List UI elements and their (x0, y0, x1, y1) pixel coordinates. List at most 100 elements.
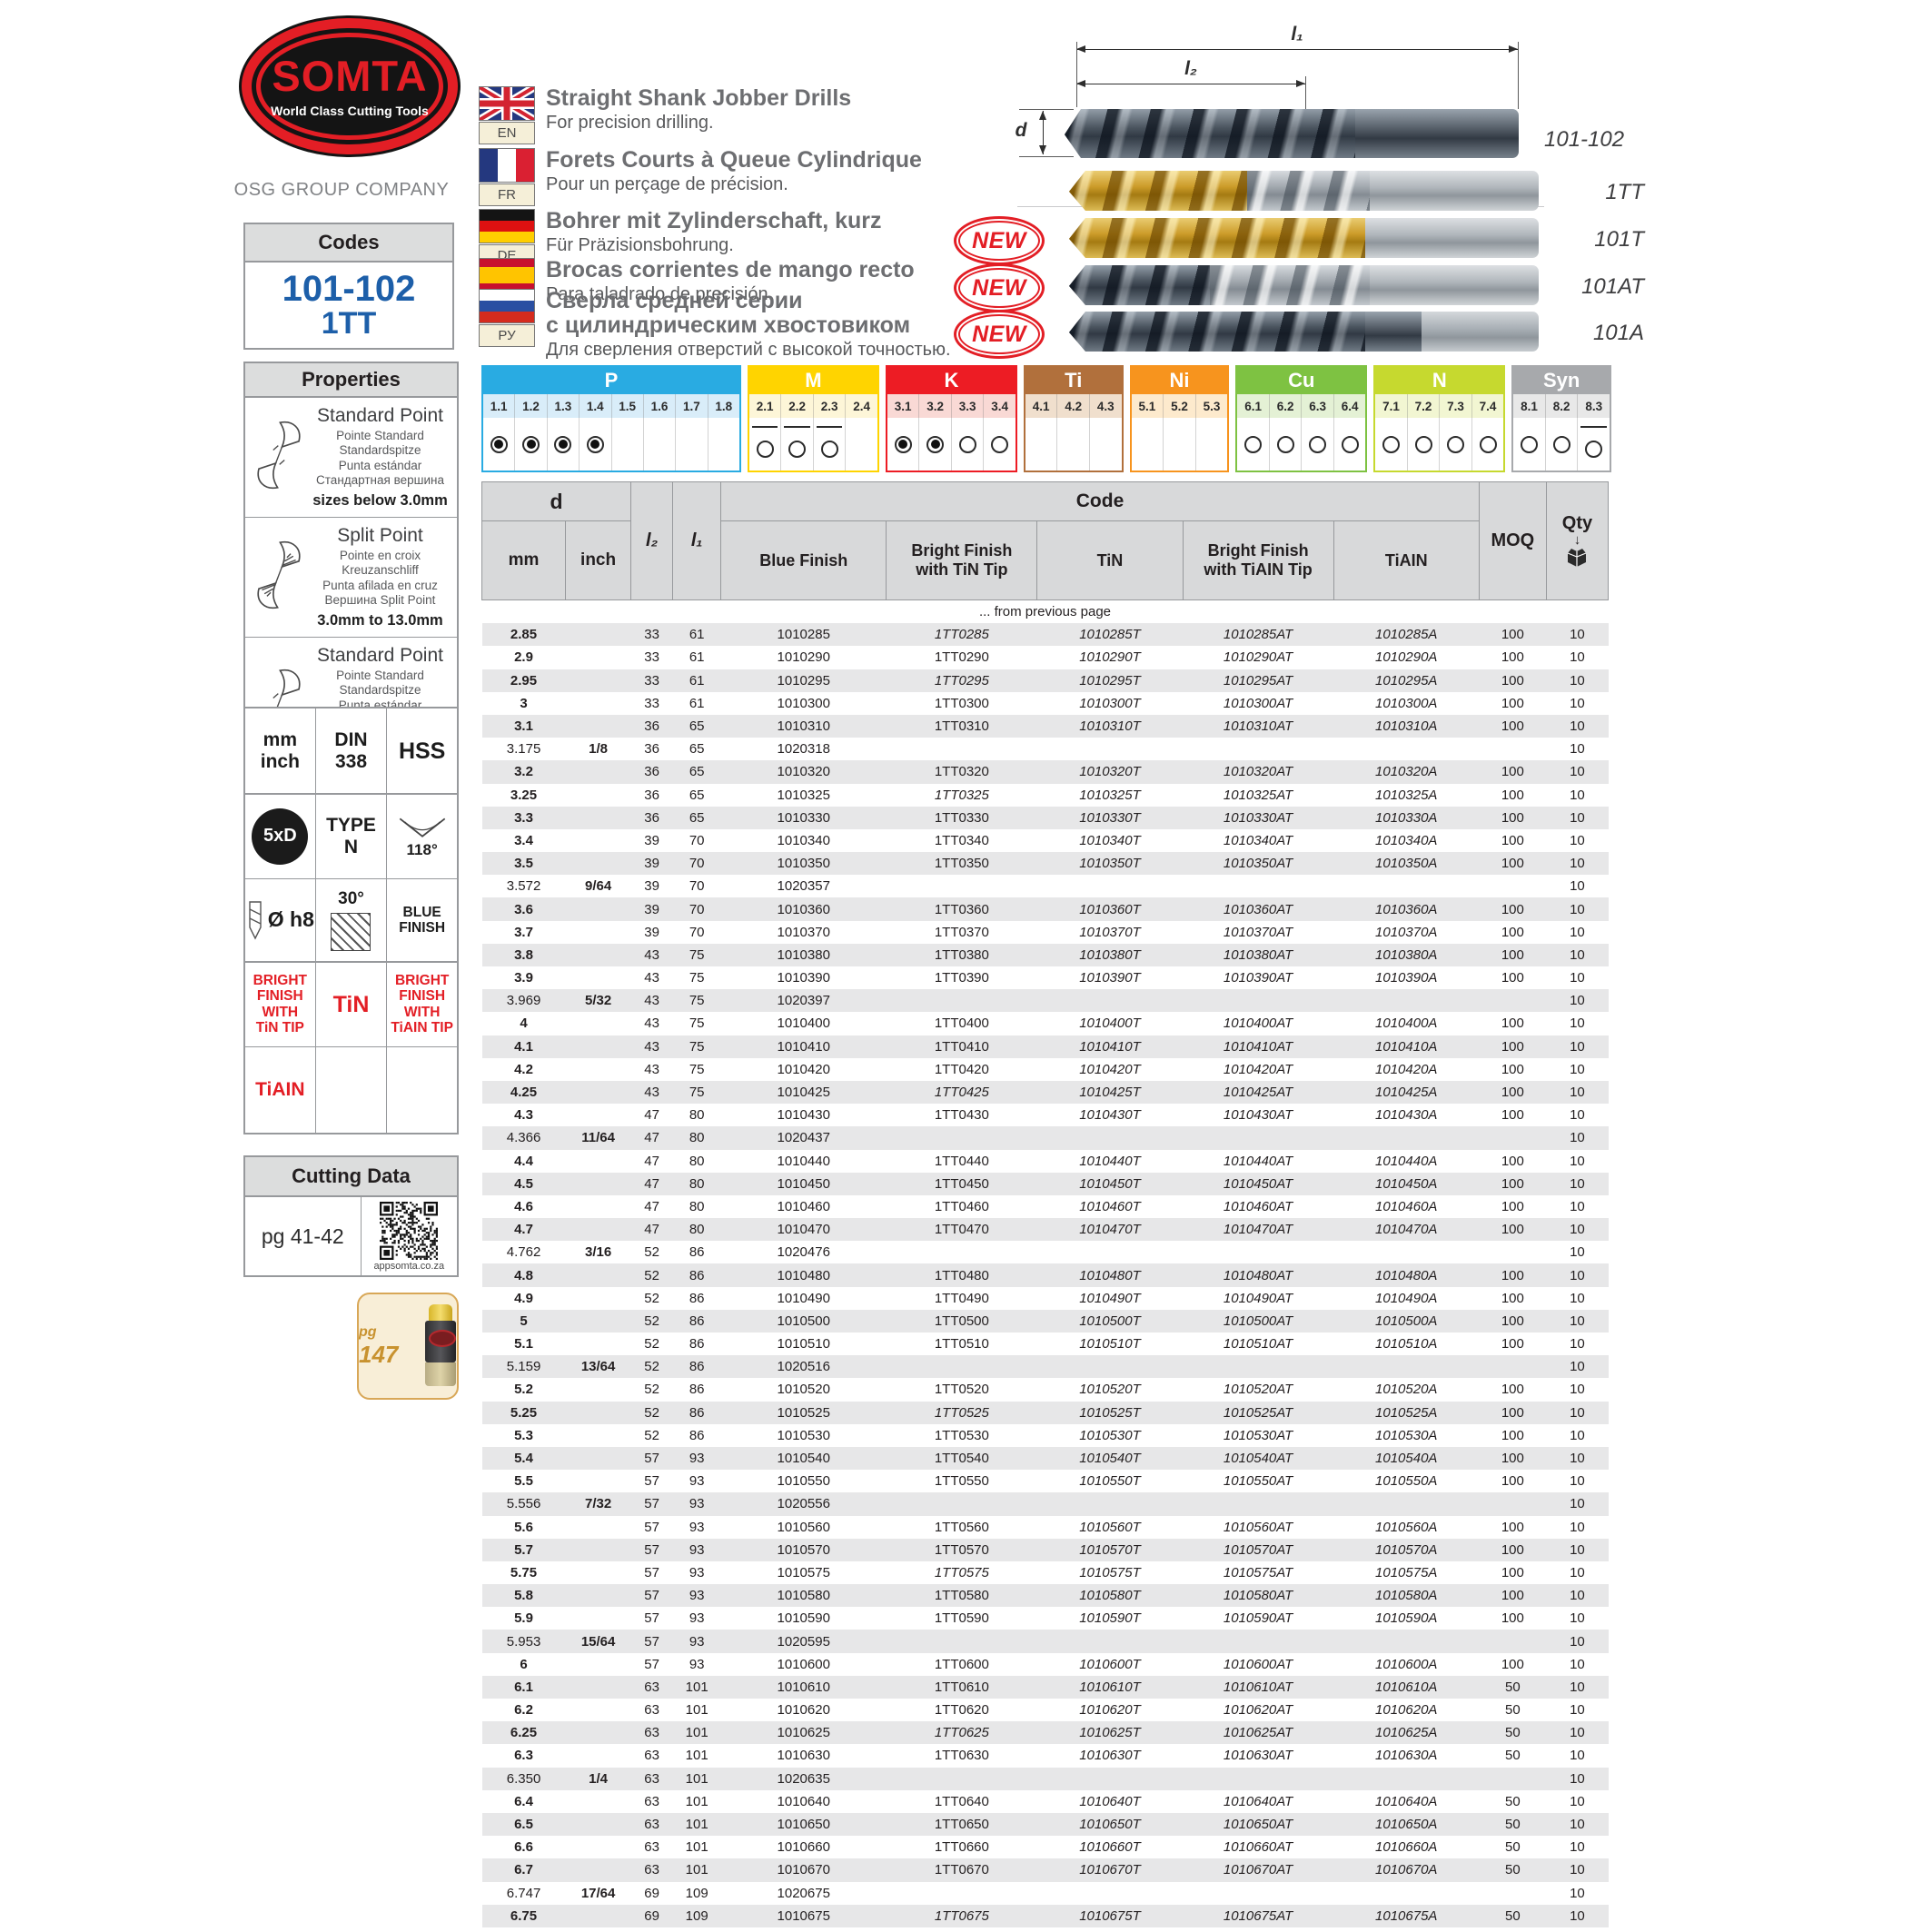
cell-diameter-mm: 3.9 (481, 966, 566, 990)
language-subtitle: Para taladrado de precisión. (546, 284, 774, 304)
cell-code-blue-finish: 1010590 (720, 1607, 887, 1630)
cell-l1: 109 (672, 1904, 721, 1927)
table-row: 4.5 47 80 1010450 1TT0450 1010450T 1010450AT 10… (481, 1172, 1609, 1195)
cell-moq: 100 (1479, 1515, 1547, 1539)
cell-diameter-inch (565, 1675, 631, 1699)
drill-row-101AT: NEW 101AT (954, 263, 1644, 312)
cell-code-bright-tin: 1TT0600 (886, 1652, 1037, 1676)
cell-l2: 69 (630, 1881, 673, 1905)
material-group-P: P 1.1 1.2 1.3 1.4 1.5 1.6 1.7 1.8 (481, 365, 741, 472)
fr-flag-icon (479, 148, 535, 183)
material-cell-mark (546, 418, 579, 471)
cell-l2: 47 (630, 1172, 673, 1195)
cell-code-tin: 1010460T (1036, 1194, 1184, 1219)
cell-l2: 57 (630, 1652, 673, 1676)
language-text: Brocas corrientes de mango recto Para tal… (546, 258, 987, 316)
cell-l1: 80 (672, 1149, 721, 1173)
cell-code-tin (1036, 1355, 1184, 1379)
cell-l1: 86 (672, 1355, 721, 1379)
cell-qty: 10 (1546, 1492, 1609, 1516)
cell-moq: 100 (1479, 1446, 1547, 1471)
material-cell-mark (887, 418, 919, 471)
table-row: 6.747 17/64 69 109 1020675 10 (481, 1881, 1609, 1905)
cell-moq: 100 (1479, 1470, 1547, 1493)
cell-code-bright-tin: 1TT0650 (886, 1812, 1037, 1837)
material-cell-mark (950, 418, 984, 471)
cell-diameter-inch: 3/16 (565, 1241, 631, 1264)
cell-code-bright-tialn: 1010600AT (1183, 1652, 1334, 1676)
cell-code-tialn (1333, 1767, 1480, 1790)
qr-code-icon (380, 1201, 439, 1260)
cell-diameter-inch (565, 1194, 631, 1219)
cell-l2: 69 (630, 1904, 673, 1927)
cell-l1: 86 (672, 1263, 721, 1287)
cell-qty: 10 (1546, 1858, 1609, 1882)
language-code-tab: EN (479, 122, 535, 144)
material-cell-number: 4.3 (1089, 394, 1122, 418)
cell-l2: 57 (630, 1515, 673, 1539)
cell-qty: 10 (1546, 691, 1609, 715)
drill-outline-icon (249, 901, 262, 940)
cell-code-blue-finish: 1020675 (720, 1881, 887, 1905)
cell-moq: 100 (1479, 1309, 1547, 1333)
table-row: 5.3 52 86 1010530 1TT0530 1010530T 1010530AT 10… (481, 1423, 1609, 1447)
cell-code-blue-finish: 1010500 (720, 1309, 887, 1333)
material-cell-mark (749, 418, 781, 471)
l1-dimension-line (1076, 45, 1518, 53)
cell-code-blue-finish: 1010525 (720, 1401, 887, 1424)
cell-code-bright-tialn: 1010660AT (1183, 1836, 1334, 1859)
table-row: 3.2 36 65 1010320 1TT0320 1010320T 1010320AT 10… (481, 760, 1609, 784)
cell-diameter-mm: 5.556 (481, 1492, 566, 1516)
cell-qty: 10 (1546, 1538, 1609, 1561)
cell-diameter-inch: 13/64 (565, 1355, 631, 1379)
cell-diameter-mm: 5.953 (481, 1630, 566, 1653)
cell-diameter-mm: 4.9 (481, 1286, 566, 1310)
cell-code-tin: 1010310T (1036, 714, 1184, 738)
cell-diameter-inch: 1/8 (565, 738, 631, 761)
cell-moq: 100 (1479, 1172, 1547, 1195)
cell-l1: 61 (672, 669, 721, 692)
cell-qty: 10 (1546, 1904, 1609, 1927)
cell-code-blue-finish: 1010420 (720, 1057, 887, 1081)
cell-code-blue-finish: 1010625 (720, 1721, 887, 1745)
language-subtitle: Для сверления отверстий с высокой точнос… (546, 340, 951, 360)
cell-l1: 93 (672, 1538, 721, 1561)
cell-moq (1479, 1767, 1547, 1790)
table-row: 4.25 43 75 1010425 1TT0425 1010425T 1010425AT 1… (481, 1080, 1609, 1105)
cell-code-bright-tin: 1TT0670 (886, 1858, 1037, 1882)
property-cell-helix-30: 30° (316, 879, 386, 961)
cell-l2: 57 (630, 1492, 673, 1516)
material-cell-mark (1406, 418, 1440, 471)
cell-l2: 36 (630, 738, 673, 761)
cell-code-bright-tin: 1TT0380 (886, 943, 1037, 966)
cell-diameter-inch (565, 1401, 631, 1424)
material-group-numbers: 5.1 5.2 5.3 (1131, 394, 1228, 418)
cell-code-tialn: 1010670A (1333, 1858, 1480, 1882)
company-name: OSG GROUP COMPANY (233, 180, 450, 200)
cell-code-blue-finish: 1010470 (720, 1218, 887, 1242)
cell-code-bright-tialn: 1010510AT (1183, 1333, 1334, 1356)
material-cell-number: 2.1 (756, 399, 774, 413)
cell-qty: 10 (1546, 1401, 1609, 1424)
cell-l2: 39 (630, 875, 673, 898)
cell-code-bright-tialn: 1010590AT (1183, 1607, 1334, 1630)
cell-code-tin (1036, 1767, 1184, 1790)
cell-diameter-inch (565, 783, 631, 807)
cell-code-bright-tin: 1TT0300 (886, 691, 1037, 715)
cell-code-tin: 1010550T (1036, 1470, 1184, 1493)
cell-qty: 10 (1546, 1172, 1609, 1195)
cell-qty: 10 (1546, 1630, 1609, 1653)
es-flag-icon (479, 258, 535, 292)
cell-code-tin (1036, 1241, 1184, 1264)
cell-diameter-mm: 5.159 (481, 1355, 566, 1379)
property-cell-type-n: TYPE N (316, 794, 386, 878)
new-badge-ring (958, 221, 1040, 261)
cell-code-tialn: 1010510A (1333, 1333, 1480, 1356)
drill-flutes (1069, 218, 1365, 258)
cell-l2: 57 (630, 1446, 673, 1471)
table-row: 5.9 57 93 1010590 1TT0590 1010590T 1010590AT 10… (481, 1607, 1609, 1630)
cell-l2: 47 (630, 1194, 673, 1219)
table-row: 5.953 15/64 57 93 1020595 10 (481, 1630, 1609, 1653)
drill-image-101T (1069, 218, 1539, 258)
cell-code-tialn: 1010490A (1333, 1286, 1480, 1310)
